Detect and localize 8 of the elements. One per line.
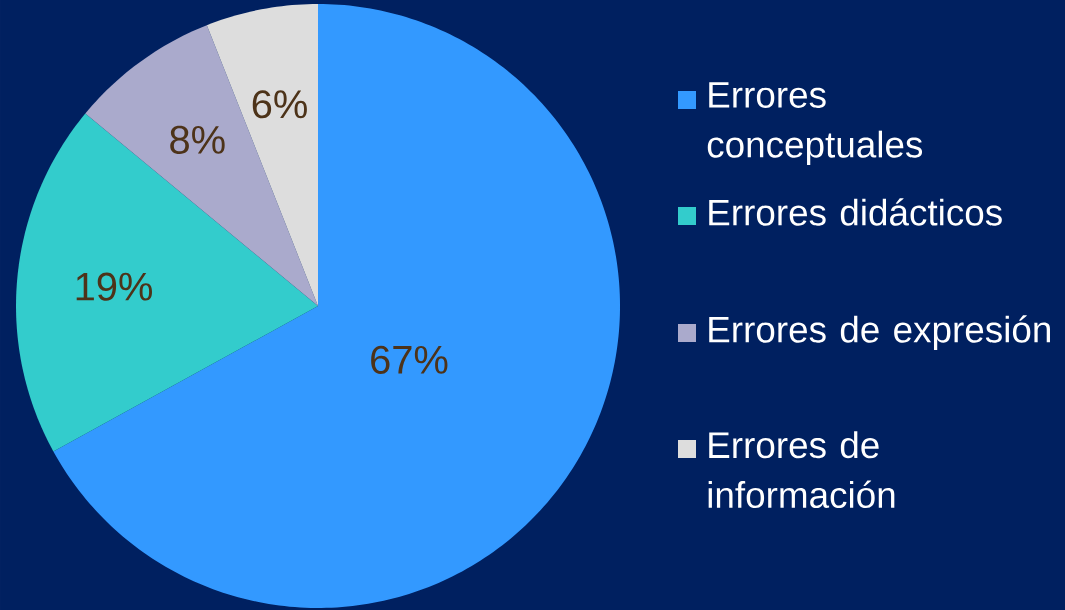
legend-label: Errores de información (708, 431, 895, 509)
legend-label: Errores didácticos (709, 198, 1002, 226)
data-label: 6% (252, 90, 307, 119)
legend-label: Errores de expresión (709, 315, 1050, 350)
legend-label: Errores conceptuales (707, 82, 923, 166)
data-label: 8% (170, 125, 225, 154)
data-label: 67% (371, 345, 448, 374)
data-label: 19% (76, 272, 152, 301)
